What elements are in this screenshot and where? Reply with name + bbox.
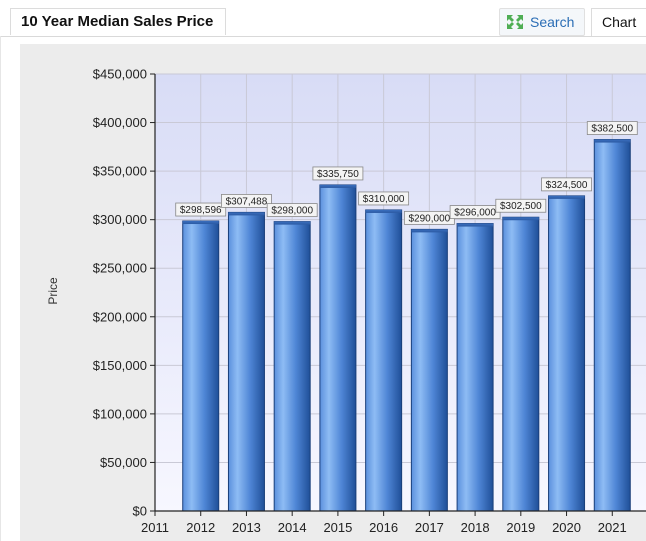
y-tick-label: $0 xyxy=(133,504,147,519)
bar-cap xyxy=(457,223,494,227)
data-label-box xyxy=(358,191,410,206)
bar-cap xyxy=(548,195,585,199)
bar xyxy=(548,195,586,512)
data-label: $298,000 xyxy=(271,206,313,217)
search-button-label: Search xyxy=(530,14,575,30)
y-tick-label: $50,000 xyxy=(100,455,147,470)
x-tick-label: 2015 xyxy=(323,520,352,535)
data-label: $382,500 xyxy=(591,124,633,135)
x-tick-label: 2014 xyxy=(278,520,307,535)
tab-chart[interactable]: Chart xyxy=(591,8,646,36)
expand-arrows-icon xyxy=(507,15,523,29)
bar xyxy=(410,228,448,512)
data-label-box xyxy=(586,121,638,135)
bar xyxy=(593,139,631,512)
x-tick-label: 2017 xyxy=(415,520,444,535)
y-tick-label: $250,000 xyxy=(93,261,147,276)
bar xyxy=(273,221,311,512)
bar-cap xyxy=(594,139,631,143)
bar xyxy=(319,184,357,512)
y-tick-label: $400,000 xyxy=(93,115,147,130)
bar-cap xyxy=(319,184,356,188)
data-label: $296,000 xyxy=(454,208,496,219)
page-title-text: 10 Year Median Sales Price xyxy=(21,13,214,30)
page-title: 10 Year Median Sales Price xyxy=(10,8,227,35)
bars xyxy=(182,139,631,512)
bar-cap xyxy=(502,217,539,221)
chart-panel: $298,596 $307,488 $298,000 $335,750 $310,000… xyxy=(20,44,646,541)
data-label: $298,596 xyxy=(180,205,222,216)
y-tick-label: $300,000 xyxy=(93,212,147,227)
left-divider xyxy=(0,36,1,541)
y-tick-label: $450,000 xyxy=(93,67,147,82)
data-label-box xyxy=(175,202,227,217)
y-tick-label: $200,000 xyxy=(93,309,147,324)
x-tick-label: 2013 xyxy=(232,520,261,535)
bar-cap xyxy=(228,212,265,216)
bar-cap xyxy=(274,221,311,225)
data-label-box xyxy=(541,177,592,192)
bar-cap xyxy=(411,229,448,233)
header-bar: 10 Year Median Sales Price Search Chart xyxy=(0,0,646,37)
data-label: $335,750 xyxy=(317,169,359,180)
bar xyxy=(227,211,265,512)
x-tick-label: 2021 xyxy=(598,520,627,535)
x-tick-label: 2018 xyxy=(461,520,490,535)
bar-cap xyxy=(182,221,219,225)
data-label-box xyxy=(312,166,364,181)
median-price-bar-chart: $298,596 $307,488$298,000 $335,750 $310,000… xyxy=(46,67,646,535)
bar xyxy=(182,220,220,512)
data-label: $290,000 xyxy=(409,213,451,224)
bar xyxy=(365,209,403,512)
data-label-box xyxy=(495,198,547,213)
y-axis-label: Price xyxy=(46,277,60,305)
data-label-box xyxy=(266,203,318,218)
search-button[interactable]: Search xyxy=(499,8,585,36)
axes: $0 $50,000 $100,000 $150,000 $200,000 $250,00… xyxy=(93,67,646,535)
x-tick-label: 2012 xyxy=(186,520,215,535)
x-tick-label: 2019 xyxy=(506,520,535,535)
tab-chart-label: Chart xyxy=(602,14,637,30)
data-label: $302,500 xyxy=(500,201,542,212)
bar xyxy=(502,216,540,512)
bar xyxy=(456,223,494,512)
data-label: $324,500 xyxy=(546,180,588,191)
y-tick-label: $100,000 xyxy=(93,406,147,421)
data-labels: $298,596 $307,488$298,000 $335,750 $310,000… xyxy=(175,121,638,225)
data-label: $310,000 xyxy=(363,194,405,205)
x-tick-label: 2011 xyxy=(141,520,169,535)
x-tick-label: 2016 xyxy=(369,520,398,535)
y-tick-label: $350,000 xyxy=(93,164,147,179)
x-tick-label: 2020 xyxy=(552,520,581,535)
bar-cap xyxy=(365,209,402,213)
data-label: $307,488 xyxy=(226,196,268,207)
y-tick-label: $150,000 xyxy=(93,358,147,373)
data-label-box xyxy=(221,193,272,208)
